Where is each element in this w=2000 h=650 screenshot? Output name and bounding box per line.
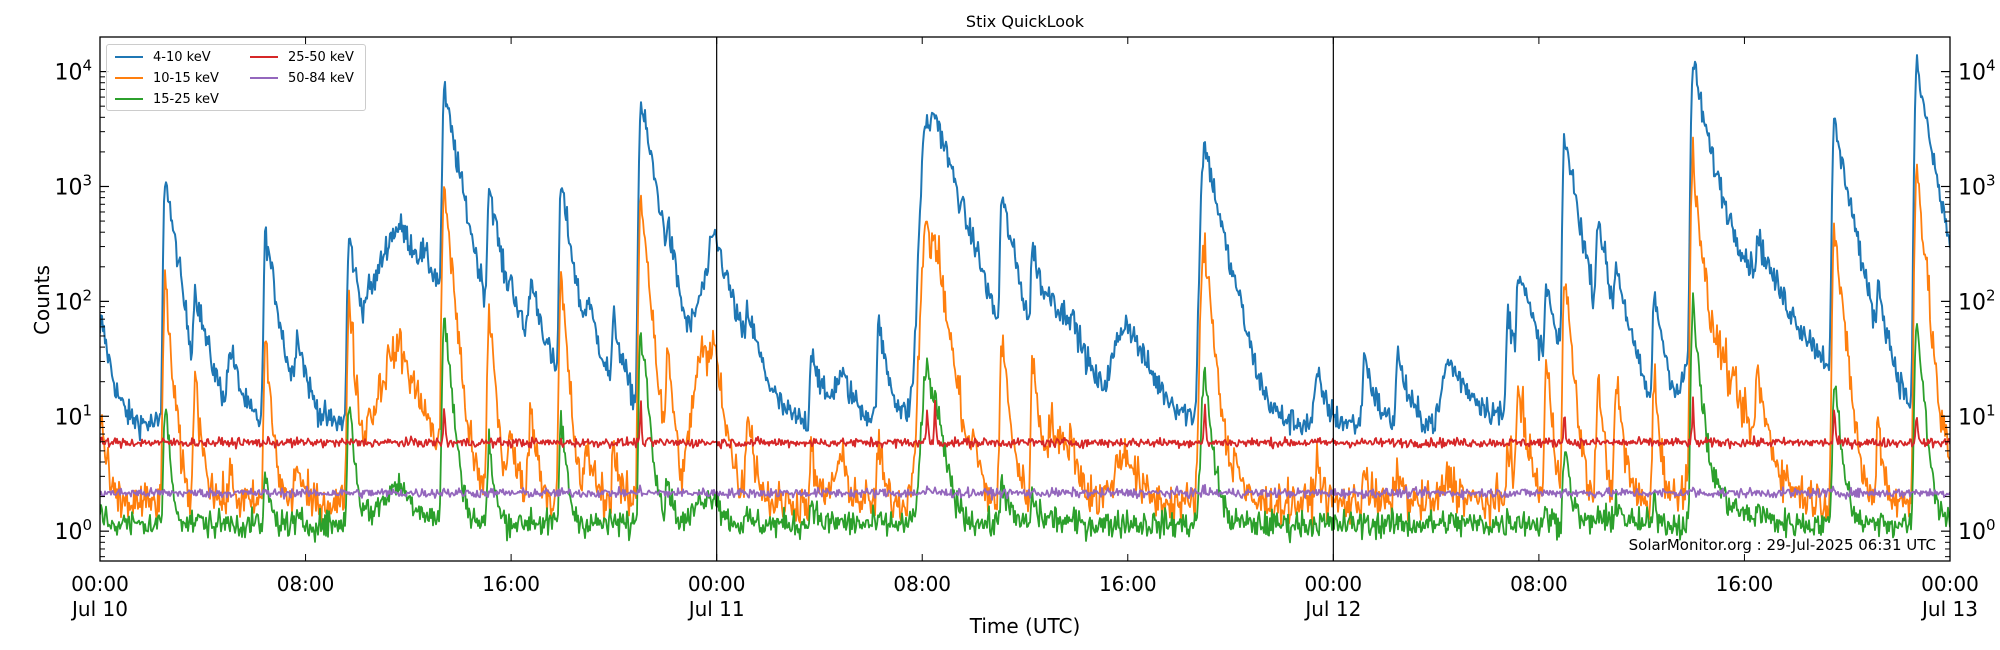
y-tick-label: 103 [1958, 171, 1996, 200]
x-tick-label: 08:00 [893, 572, 951, 596]
day-boundary-lines [716, 37, 1334, 561]
series-line-50-84kev [100, 483, 1950, 501]
legend-swatch [115, 98, 143, 100]
legend-swatch [115, 56, 143, 58]
plot-frame [99, 36, 1951, 562]
legend-swatch [250, 77, 278, 79]
legend-item-10-15kev: 10-15 keV [115, 69, 219, 87]
series-line-10-15kev [100, 136, 1950, 533]
x-tick-label: 16:00 [1716, 572, 1774, 596]
y-axis-label: Counts [30, 265, 54, 335]
x-tick-label: 00:00 [1921, 572, 1979, 596]
legend: 4-10 keV 10-15 keV 15-25 keV 25-50 keV 5… [106, 44, 366, 111]
x-tick-label: 00:00 [1305, 572, 1363, 596]
y-tick-label: 100 [1958, 516, 1996, 545]
y-tick-label: 100 [54, 516, 92, 545]
legend-item-50-84kev: 50-84 keV [250, 69, 354, 87]
x-tick-date-label: Jul 11 [687, 597, 745, 621]
legend-label: 25-50 keV [288, 49, 354, 65]
x-tick-label: 16:00 [482, 572, 540, 596]
legend-label: 4-10 keV [153, 49, 211, 65]
legend-swatch [250, 56, 278, 58]
y-tick-label: 104 [54, 57, 92, 86]
legend-swatch [115, 77, 143, 79]
x-tick-label: 08:00 [1510, 572, 1568, 596]
x-tick-label: 08:00 [277, 572, 335, 596]
legend-label: 15-25 keV [153, 91, 219, 107]
series-line-4-10kev [100, 54, 1950, 442]
x-axis-label: Time (UTC) [969, 614, 1081, 638]
chart-title: Stix QuickLook [965, 12, 1085, 31]
legend-item-4-10kev: 4-10 keV [115, 48, 211, 66]
y-tick-label: 102 [1958, 286, 1996, 315]
solarmonitor-watermark: SolarMonitor.org : 29-Jul-2025 06:31 UTC [1628, 536, 1936, 554]
legend-item-15-25kev: 15-25 keV [115, 90, 219, 108]
x-tick-label: 16:00 [1099, 572, 1157, 596]
y-tick-label: 102 [54, 286, 92, 315]
x-tick-date-label: Jul 10 [70, 597, 128, 621]
x-tick-label: 00:00 [688, 572, 746, 596]
series-line-25-50kev [100, 396, 1950, 450]
y-tick-label: 103 [54, 171, 92, 200]
legend-item-25-50kev: 25-50 keV [250, 48, 354, 66]
x-tick-date-label: Jul 13 [1920, 597, 1978, 621]
data-series [100, 54, 1950, 544]
x-tick-label: 00:00 [71, 572, 129, 596]
legend-label: 50-84 keV [288, 70, 354, 86]
y-tick-label: 104 [1958, 57, 1996, 86]
x-tick-date-label: Jul 12 [1303, 597, 1361, 621]
y-tick-label: 101 [1958, 401, 1996, 430]
series-line-15-25kev [100, 292, 1950, 544]
legend-label: 10-15 keV [153, 70, 219, 86]
y-tick-label: 101 [54, 401, 92, 430]
